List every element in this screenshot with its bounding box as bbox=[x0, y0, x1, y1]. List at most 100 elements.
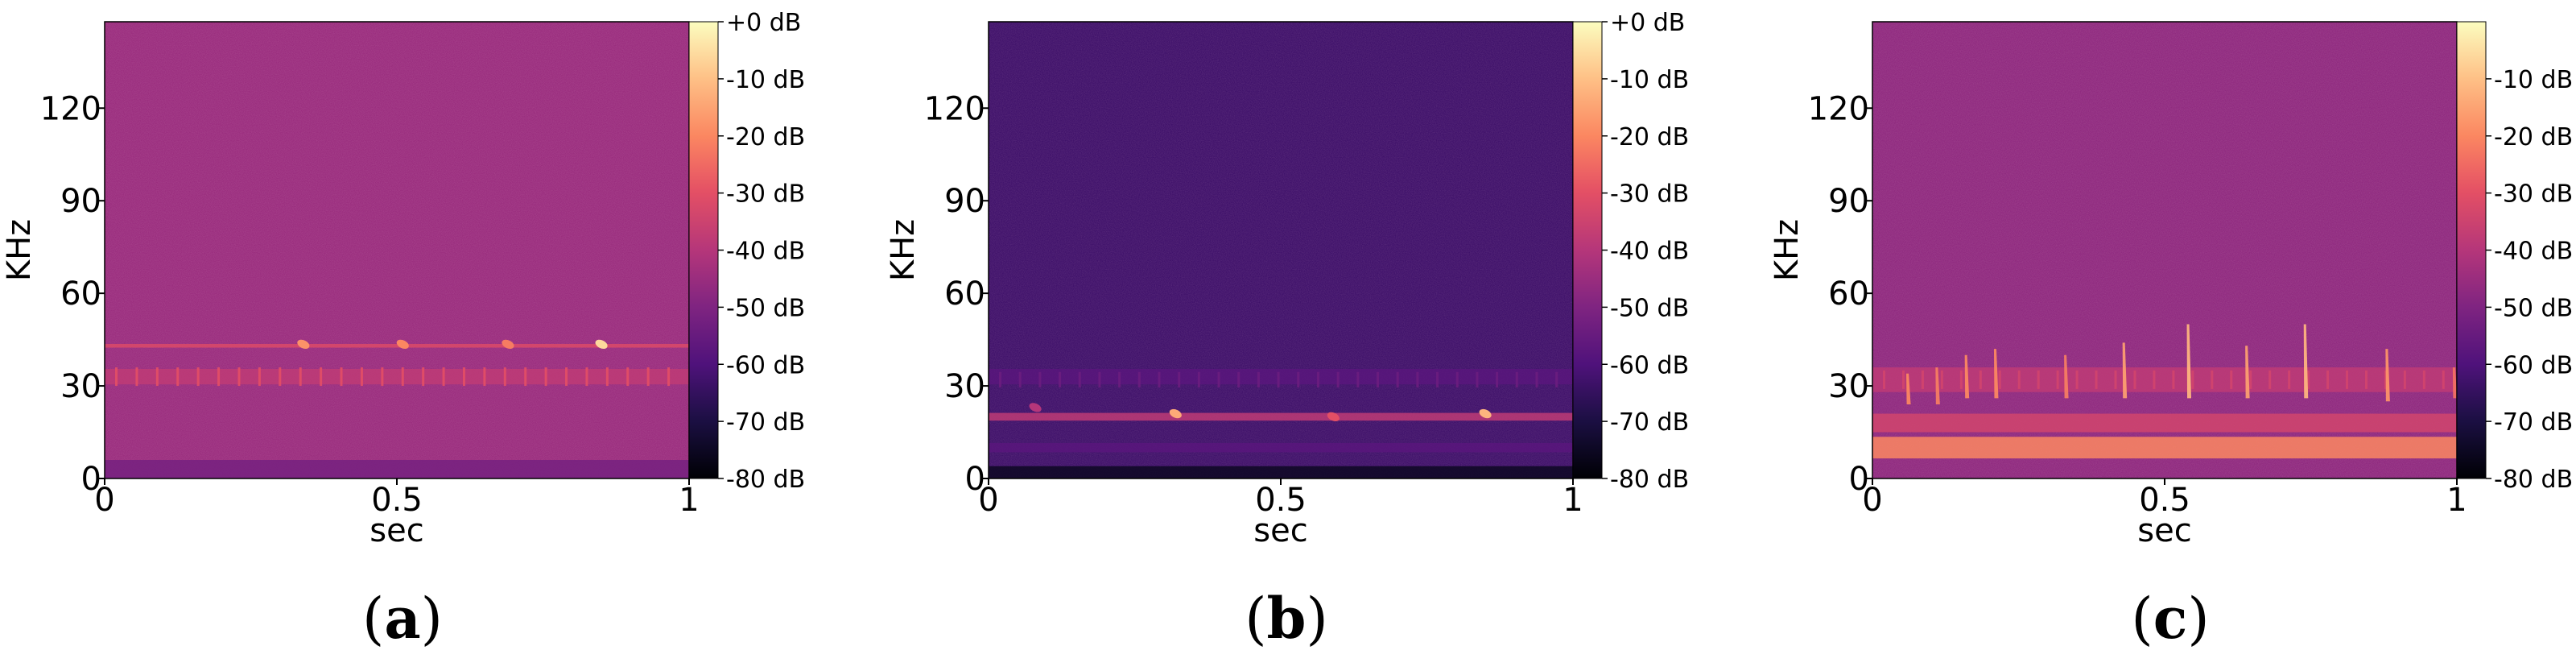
spectrogram-pulse-b-10 bbox=[1197, 371, 1200, 387]
spectrogram-pulse-a-17 bbox=[462, 367, 465, 387]
spectrogram-pulse-a-24 bbox=[605, 367, 609, 387]
colorbar-tick-label-c-1: -20 dB bbox=[2494, 123, 2573, 151]
colorbar-tick-label-b-0: +0 dB bbox=[1610, 9, 1685, 37]
spectrogram-blip-a-5 bbox=[396, 339, 409, 350]
x-tick-label-c-0: 0 bbox=[1862, 482, 1882, 519]
y-tick-label-c-2: 60 bbox=[1828, 275, 1869, 313]
colorbar-tick-label-a-4: -40 dB bbox=[726, 238, 805, 266]
spectrogram-pulse-a-14 bbox=[401, 367, 404, 387]
spectrogram-pulse-b-4 bbox=[1078, 371, 1081, 387]
colorbar-tick-label-a-8: -80 dB bbox=[726, 466, 805, 494]
spectrogram-chirp-c-4 bbox=[1906, 373, 1911, 405]
spectrogram-pulse-b-9 bbox=[1178, 371, 1181, 387]
spectrogram-pulse-c-24 bbox=[2346, 370, 2349, 389]
spectrogram-blip-b-7 bbox=[1327, 412, 1340, 422]
spectrogram-pulse-b-26 bbox=[1515, 371, 1518, 387]
spectrogram-pulse-c-10 bbox=[2075, 370, 2079, 389]
spectrogram-pulse-b-27 bbox=[1535, 371, 1538, 387]
spectrogram-pulse-b-12 bbox=[1237, 371, 1241, 387]
spectrogram-pulse-a-3 bbox=[176, 367, 180, 387]
spectrogram-pulse-c-26 bbox=[2384, 370, 2387, 389]
spectrogram-pulse-c-5 bbox=[1979, 370, 1982, 389]
x-tick-label-c-1: 0.5 bbox=[2139, 482, 2190, 519]
panel-caption-b: (b) bbox=[1245, 585, 1328, 652]
colorbar-tick-label-b-4: -40 dB bbox=[1610, 238, 1689, 266]
spectrogram-pulse-b-23 bbox=[1455, 371, 1459, 387]
colorbar-tick-label-a-1: -10 dB bbox=[726, 66, 805, 94]
spectrogram-pulse-a-4 bbox=[196, 367, 200, 387]
spectrogram-band-c-2 bbox=[1872, 367, 2457, 392]
spectrogram-chirp-c-13 bbox=[2385, 349, 2390, 402]
colorbar-tick-label-b-7: -70 dB bbox=[1610, 408, 1689, 437]
spectrogram-pulse-b-3 bbox=[1059, 371, 1062, 387]
spectrogram-band-b-2 bbox=[989, 442, 1573, 453]
spectrogram-pulse-a-11 bbox=[340, 367, 343, 387]
x-tick-label-a-1: 0.5 bbox=[371, 482, 423, 519]
spectrogram-pulse-c-13 bbox=[2133, 370, 2136, 389]
x-tick-label-c-2: 1 bbox=[2446, 482, 2467, 519]
spectrogram-pulse-c-0 bbox=[1883, 370, 1886, 389]
spectrogram-pulse-c-18 bbox=[2230, 370, 2233, 389]
spectrogram-pulse-c-16 bbox=[2191, 370, 2194, 389]
colorbar-tick-label-a-5: -50 dB bbox=[726, 294, 805, 322]
spectrogram-pulse-b-11 bbox=[1217, 371, 1220, 387]
spectrogram-pulse-b-21 bbox=[1416, 371, 1419, 387]
spectrogram-band-a-0 bbox=[105, 343, 689, 348]
spectrogram-blip-a-7 bbox=[595, 339, 608, 350]
spectrogram-pulse-b-24 bbox=[1476, 371, 1479, 387]
spectrogram-pulse-c-20 bbox=[2268, 370, 2272, 389]
panel-caption-c: (c) bbox=[2131, 585, 2210, 652]
spectrogram-pulse-a-25 bbox=[626, 367, 630, 387]
y-axis-label-b: KHz bbox=[885, 219, 922, 281]
spectrogram-pulse-a-13 bbox=[381, 367, 384, 387]
spectrogram-pulse-a-7 bbox=[258, 367, 261, 387]
spectrogram-blip-b-8 bbox=[1479, 408, 1492, 419]
colorbar-tick-label-a-2: -20 dB bbox=[726, 123, 805, 151]
spectrogram-pulse-a-6 bbox=[237, 367, 241, 387]
spectrogram-pulse-c-3 bbox=[1940, 370, 1943, 389]
spectrogram-chirp-c-6 bbox=[1964, 354, 1970, 399]
spectrogram-pulse-a-0 bbox=[115, 367, 118, 387]
spectrogram-pulse-a-10 bbox=[320, 367, 323, 387]
colorbar-tick-label-c-4: -50 dB bbox=[2494, 294, 2573, 322]
colorbar-tick-label-b-3: -30 dB bbox=[1610, 180, 1689, 209]
colorbar-a bbox=[688, 21, 719, 479]
spectrogram-band-b-1 bbox=[989, 368, 1573, 385]
spectrogram-noise-a bbox=[105, 22, 689, 478]
spectrogram-chirp-c-12 bbox=[2303, 324, 2309, 399]
y-tick-label-b-2: 60 bbox=[944, 275, 985, 313]
spectrogram-pulse-b-19 bbox=[1377, 371, 1380, 387]
spectrogram-pulse-a-15 bbox=[422, 367, 425, 387]
x-tick-label-b-1: 0.5 bbox=[1255, 482, 1307, 519]
y-tick-label-b-4: 120 bbox=[924, 90, 985, 127]
colorbar-tick-label-b-5: -50 dB bbox=[1610, 294, 1689, 322]
spectrogram-pulse-b-16 bbox=[1316, 371, 1319, 387]
spectrogram-pulse-c-6 bbox=[1998, 370, 2001, 389]
panel-caption-a: (a) bbox=[362, 585, 443, 652]
colorbar-tick-label-a-0: +0 dB bbox=[726, 9, 801, 37]
spectrogram-pulse-c-8 bbox=[2037, 370, 2040, 389]
spectrogram-pulse-b-28 bbox=[1555, 371, 1558, 387]
spectrogram-chirp-c-8 bbox=[2064, 354, 2069, 399]
spectrogram-chirp-c-9 bbox=[2122, 342, 2128, 399]
spectrogram-blip-b-6 bbox=[1169, 408, 1182, 419]
spectrogram-pulse-b-2 bbox=[1038, 371, 1042, 387]
spectrogram-pulse-c-4 bbox=[1959, 370, 1963, 389]
spectrogram-pulse-a-20 bbox=[524, 367, 527, 387]
spectrogram-band-c-1 bbox=[1872, 413, 2457, 433]
spectrogram-pulse-b-17 bbox=[1336, 371, 1340, 387]
x-tick-label-b-2: 1 bbox=[1563, 482, 1583, 519]
spectrogram-pulse-b-25 bbox=[1496, 371, 1499, 387]
spectrogram-pulse-c-29 bbox=[2442, 370, 2445, 389]
colorbar-tick-label-c-3: -40 dB bbox=[2494, 238, 2573, 266]
spectrogram-area-a bbox=[105, 22, 689, 478]
y-tick-label-a-2: 60 bbox=[60, 275, 101, 313]
x-tick-label-b-0: 0 bbox=[978, 482, 998, 519]
spectrogram-pulse-c-21 bbox=[2288, 370, 2291, 389]
spectrogram-pulse-a-16 bbox=[442, 367, 445, 387]
spectrogram-pulse-c-7 bbox=[2017, 370, 2021, 389]
spectrogram-pulse-a-9 bbox=[299, 367, 302, 387]
spectrogram-band-a-1 bbox=[105, 368, 689, 385]
